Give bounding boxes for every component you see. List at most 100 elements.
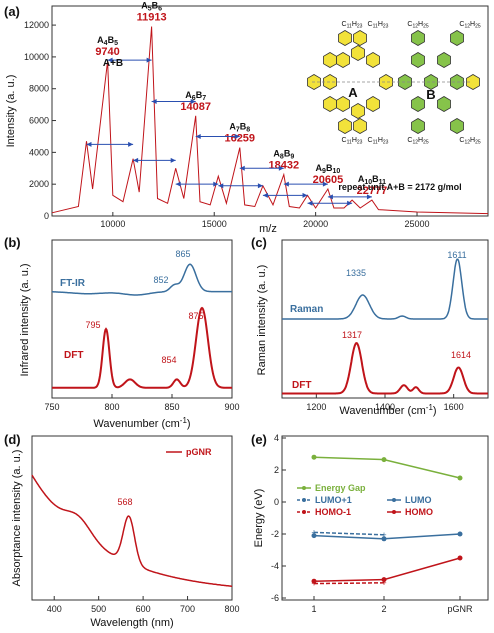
plot-d-frame: [31, 435, 233, 601]
plot-a-peak-assignment: A5B6: [141, 0, 162, 12]
plot-a-peak-assignment: A10B11: [358, 174, 386, 186]
plot-b-dft-line: [52, 306, 232, 389]
molecule-ring: [366, 52, 380, 68]
molecule-ring: [411, 30, 425, 46]
plot-c-dft-line: [282, 342, 488, 395]
plot-a-ytick-label: 0: [44, 211, 49, 221]
plot-a-arrow-head: [107, 57, 113, 63]
plot-a-ytick-label: 10000: [24, 52, 49, 62]
plot-a-frame: [51, 5, 489, 217]
plot-e-point-marker: [381, 536, 387, 542]
molecule-unit-a: A: [348, 85, 358, 100]
plot-e-point-marker: [311, 533, 317, 539]
plot-a-peak-assignment: A7B8: [229, 122, 250, 134]
plot-a-peak-value: 20605: [313, 174, 344, 186]
plot-e-legend-label: LUMO: [405, 495, 432, 505]
plot-a-peak-value: 11913: [137, 11, 167, 23]
plot-a-arrow-head: [213, 181, 219, 187]
molecule-unit-b: B: [426, 87, 435, 102]
plot-e-point-marker: +: [381, 578, 386, 588]
plot-d-xtick-label: 600: [136, 604, 151, 614]
plot-b-x-axis: 750 800 850 900: [44, 394, 240, 412]
plot-e-series-line: [313, 533, 461, 540]
plot-b-peak-795: 795: [85, 320, 100, 330]
plot-a-peak-value: 22777: [357, 185, 388, 197]
plot-b-peak-854: 854: [161, 355, 176, 365]
plot-e-xtick-label: pGNR: [447, 604, 473, 614]
plot-d-ylabel: Absorptance intensity (a. u.): [11, 450, 23, 587]
plot-c-series-raman-label: Raman: [290, 304, 323, 315]
plot-a-arrow-head: [302, 192, 308, 198]
plot-a-peak-value: 9740: [95, 46, 119, 58]
plot-b-series-dft-label: DFT: [64, 350, 83, 361]
plot-c-xlabel-main: Wavenumber (cm: [339, 405, 425, 417]
plot-c-xlabel: Wavenumber (cm-1): [339, 403, 436, 417]
plot-b-ftir-line: [52, 263, 232, 296]
plot-e-point-marker: [457, 475, 463, 481]
plot-b-peak-865: 865: [175, 249, 190, 259]
plot-c-peak-1614: 1614: [451, 350, 471, 360]
plot-a-arrow-head: [278, 165, 284, 171]
plot-e-legend-marker: [302, 486, 306, 490]
plot-a-arrow-head: [218, 183, 224, 189]
plot-e-legend-marker: [302, 510, 306, 514]
plot-a-arrow-head: [307, 200, 313, 206]
plot-a-arrow-head: [366, 194, 372, 200]
molecule-ring: [366, 96, 380, 112]
molecule-ring: [353, 30, 367, 46]
plot-b-xlabel-end: ): [187, 418, 191, 430]
plot-b-xtick-label: 800: [104, 402, 119, 412]
plot-a-peak-assignment: A4B5: [97, 35, 118, 47]
plot-d-xlabel: Wavelength (nm): [90, 617, 173, 629]
plot-a-arrow-head: [190, 98, 196, 104]
panel-label-d: (d): [4, 432, 21, 447]
plot-a-arrow-head: [262, 192, 268, 198]
plot-d-xtick-label: 800: [224, 604, 239, 614]
molecule-ring: [411, 118, 425, 134]
plot-d-xtick-label: 400: [47, 604, 62, 614]
plot-a-xlabel: m/z: [259, 223, 277, 235]
molecule-ring: [450, 30, 464, 46]
plot-b-xlabel: Wavenumber (cm-1): [93, 416, 190, 430]
plot-e-legend-label: HOMO-1: [315, 507, 351, 517]
panel-label-b: (b): [4, 235, 21, 250]
plot-d-peak-568: 568: [117, 497, 132, 507]
plot-a-xtick-label: 15000: [202, 219, 227, 229]
molecule-alkyl-label: C11H23: [368, 21, 389, 30]
plot-c-xlabel-end: ): [433, 405, 437, 417]
plot-e-series-line: [313, 456, 461, 479]
plot-e-xtick-label: 1: [311, 604, 316, 614]
plot-b-xtick-label: 750: [44, 402, 59, 412]
plot-a-ylabel: Intensity (a. u.): [5, 75, 17, 148]
plot-a-arrow-head: [347, 200, 353, 206]
molecule-ring: [323, 52, 337, 68]
plot-e-legend: Energy Gap LUMO+1 LUMO HOMO-1 HOMO: [297, 483, 433, 517]
plot-a-ytick-label: 6000: [29, 116, 49, 126]
plot-d-pgnr-line: [31, 474, 232, 587]
molecule-ring: [338, 30, 352, 46]
molecule-structure: A B C11H23 C11H23 C11H23 C11H23 C12H25 C12H25…: [307, 21, 481, 146]
plot-a-arrow-head: [239, 165, 245, 171]
plot-a-peak-value: 18432: [269, 160, 300, 172]
plot-e-series-line: [313, 557, 461, 582]
plot-a-arrow-head: [322, 181, 328, 187]
plot-a-ytick-label: 2000: [29, 179, 49, 189]
plot-a-xtick-label: 10000: [100, 219, 125, 229]
repeat-unit-text: repeat unit A+B = 2172 g/mol: [338, 182, 461, 192]
plot-e-y-axis: -6 -4 -2 0 2 4: [271, 433, 286, 603]
plot-a-arrow-head: [234, 133, 240, 139]
molecule-ring: [353, 118, 367, 134]
plot-e-frame: [281, 435, 489, 601]
molecule-alkyl-label: C12H25: [407, 137, 428, 146]
molecule-ring: [450, 118, 464, 134]
plot-e-point-marker: +: [311, 527, 316, 537]
plot-a-spectrum-line: [51, 26, 489, 215]
plot-c-peak-1317: 1317: [342, 330, 362, 340]
plot-a-arrow-head: [151, 98, 157, 104]
plot-e-ylabel: Energy (eV): [253, 489, 265, 548]
plot-c-ylabel: Raman intensity (a. u.): [256, 265, 268, 376]
plot-e-legend-marker: [392, 510, 396, 514]
plot-a-ytick-label: 12000: [24, 20, 49, 30]
plot-a-xtick-label: 20000: [303, 219, 328, 229]
